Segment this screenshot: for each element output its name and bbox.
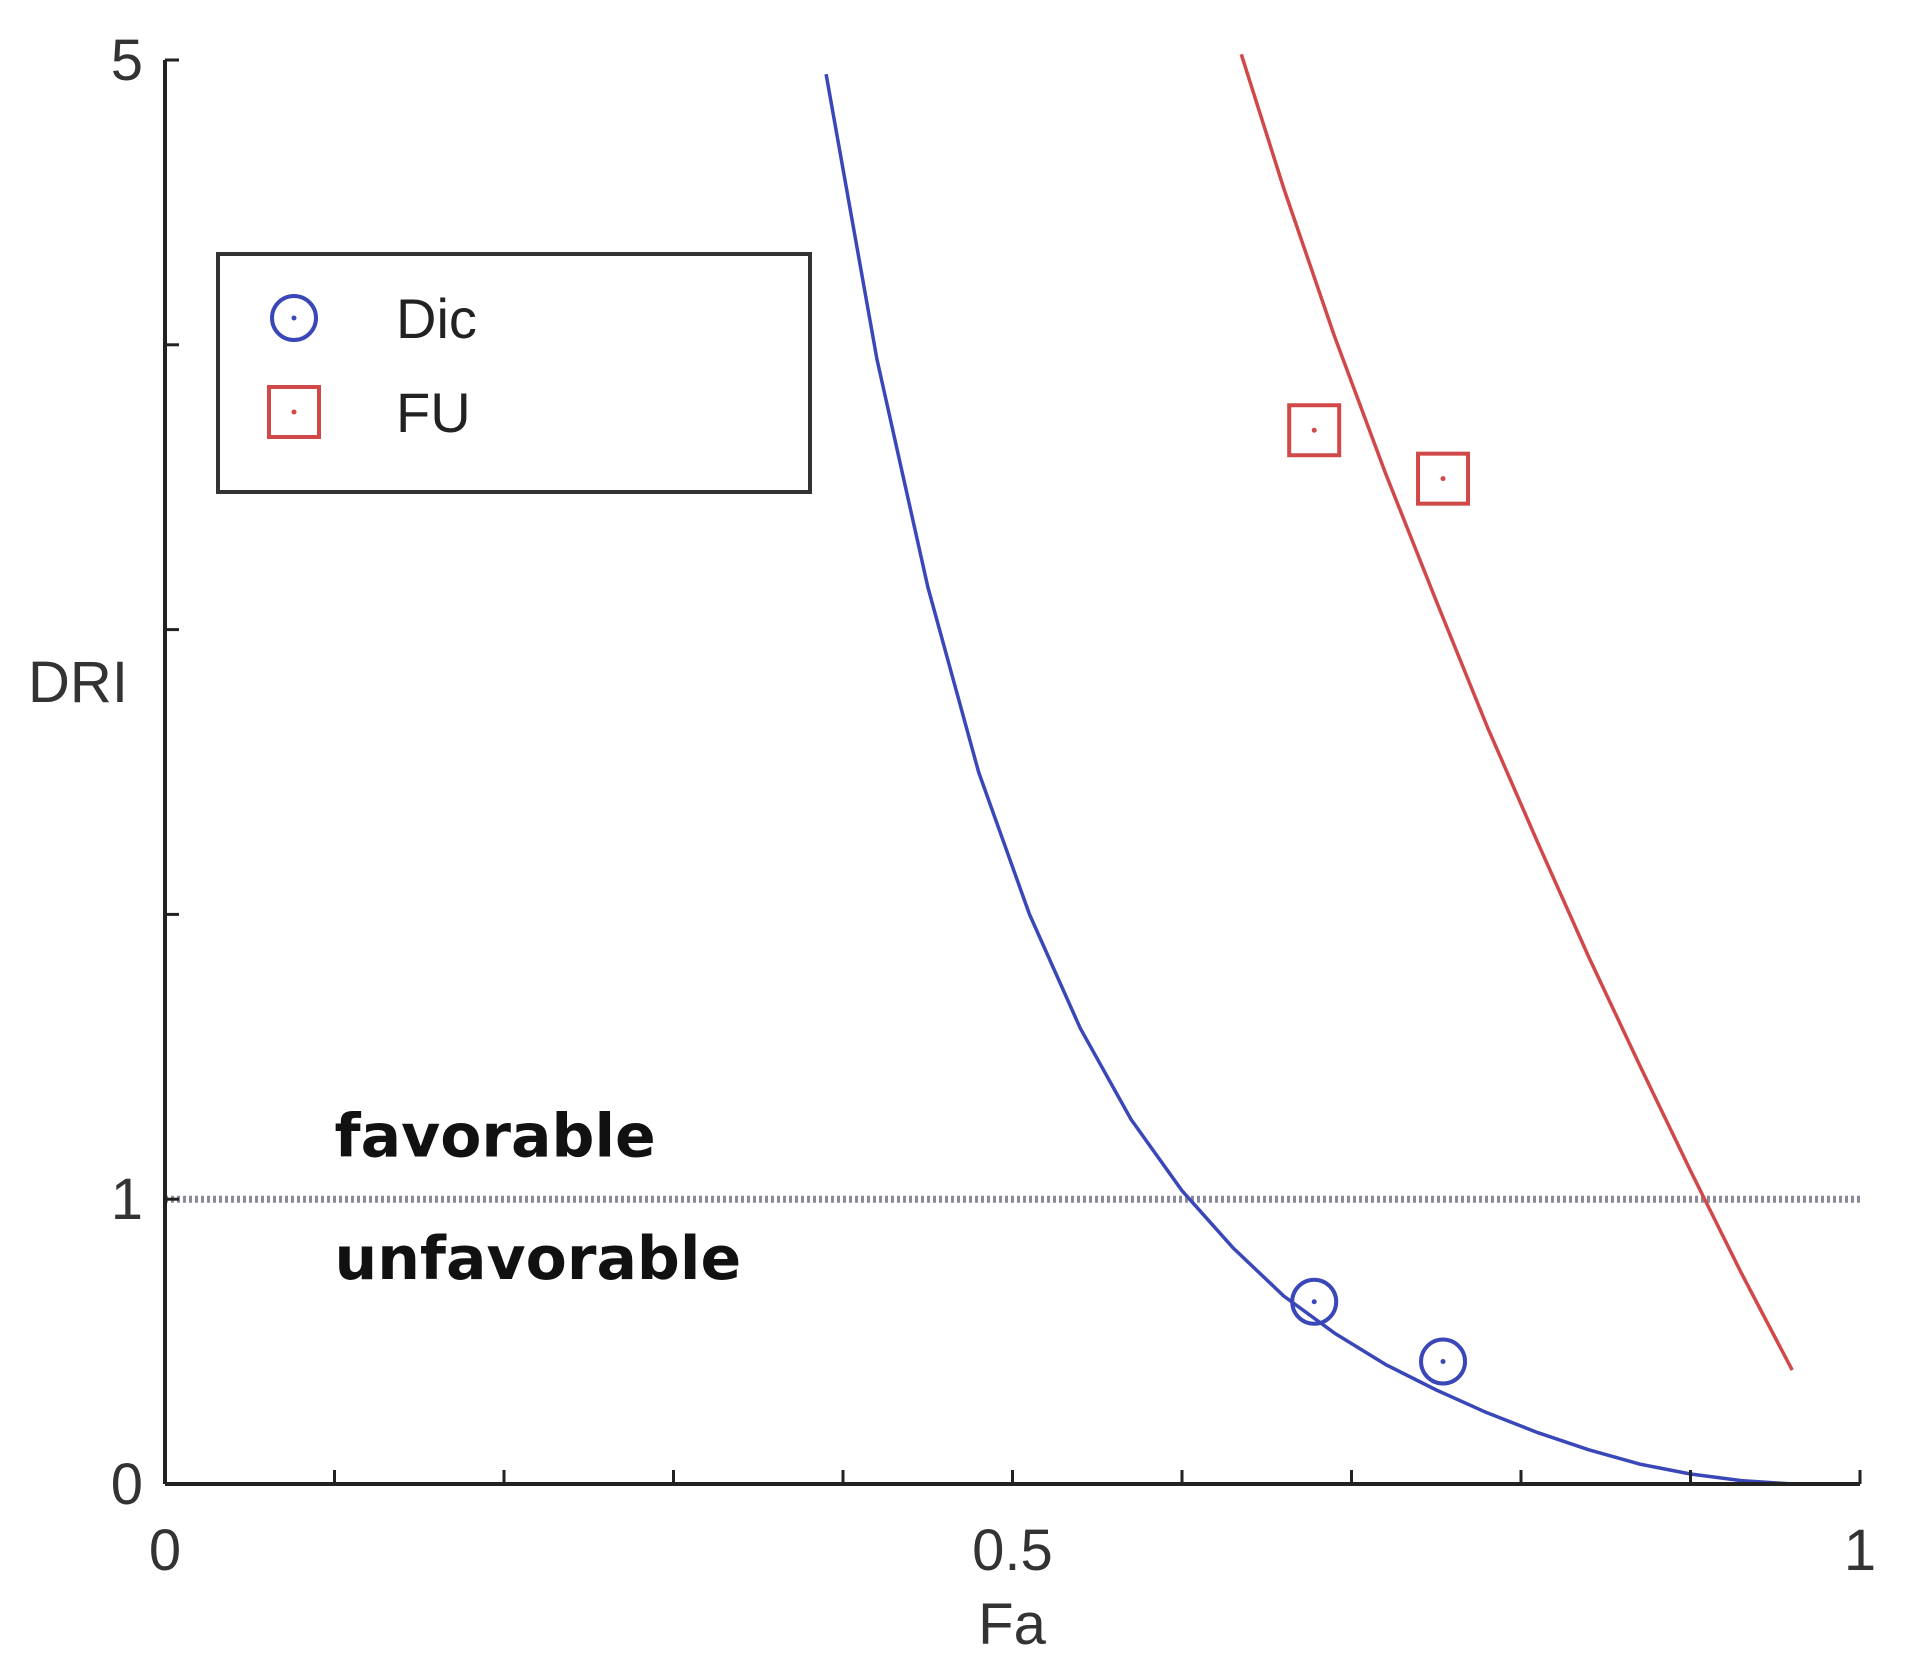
legend-label-dic: Dic <box>396 287 477 350</box>
point-fu <box>1416 451 1471 506</box>
point-dic <box>1290 1277 1339 1326</box>
legend-marker-fu-center <box>291 409 297 415</box>
annotation-label: favorable <box>335 1101 656 1171</box>
x-tick-label: 1 <box>1844 1518 1876 1583</box>
x-tick-label: 0 <box>149 1518 181 1583</box>
point-fu-center <box>1311 427 1317 433</box>
legend-marker-dic <box>270 294 318 342</box>
legend-marker-fu <box>267 385 321 439</box>
point-dic <box>1419 1337 1468 1386</box>
x-axis-title: Fa <box>978 1592 1046 1655</box>
y-tick-label: 0 <box>111 1452 143 1517</box>
annotation-label: unfavorable <box>335 1224 742 1294</box>
y-tick-label: 5 <box>111 28 143 93</box>
y-tick-label: 1 <box>111 1167 143 1232</box>
point-dic-center <box>1311 1299 1317 1305</box>
point-fu-center <box>1440 476 1446 482</box>
y-axis-title: DRI <box>28 650 128 715</box>
legend-label-fu: FU <box>396 381 471 444</box>
point-dic-center <box>1440 1359 1446 1365</box>
point-fu <box>1287 403 1342 458</box>
curve-fu <box>1239 53 1794 1371</box>
legend-marker-dic-center <box>291 315 297 321</box>
x-tick-label: 0.5 <box>972 1518 1053 1583</box>
curve-dic <box>824 73 1793 1486</box>
legend-box <box>216 252 812 494</box>
